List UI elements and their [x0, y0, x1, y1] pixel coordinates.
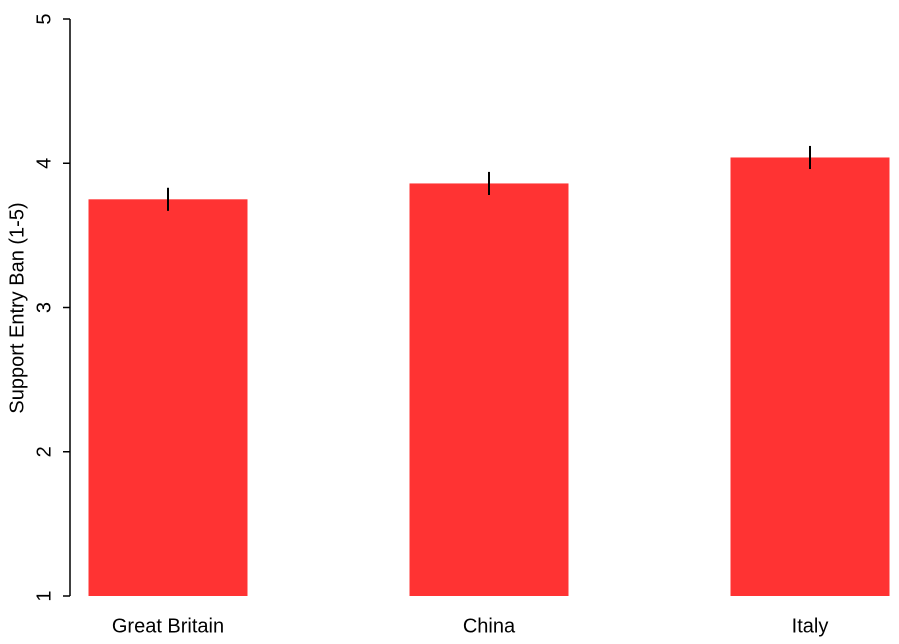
x-tick-label: China — [463, 615, 516, 637]
y-tick-label: 2 — [33, 446, 55, 457]
x-tick-label: Italy — [792, 615, 829, 637]
x-tick-label: Great Britain — [112, 615, 224, 637]
y-tick-label: 3 — [33, 302, 55, 313]
bar — [730, 157, 890, 597]
y-axis-label: Support Entry Ban (1-5) — [6, 202, 28, 413]
y-tick-label: 5 — [33, 13, 55, 24]
y-tick-label: 4 — [33, 158, 55, 169]
y-tick-label: 1 — [33, 590, 55, 601]
bar — [409, 183, 569, 596]
bar — [88, 199, 248, 596]
